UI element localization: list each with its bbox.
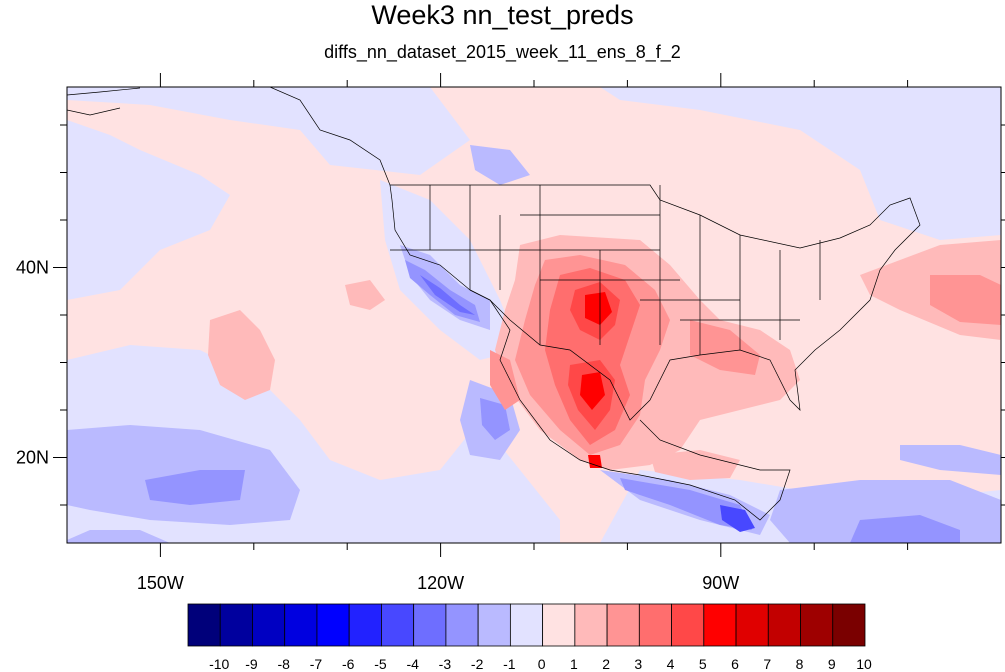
colorbar-label: 2 — [602, 656, 610, 672]
colorbar-label: 1 — [570, 656, 578, 672]
colorbar-label: 9 — [828, 656, 836, 672]
colorbar-swatch — [445, 603, 479, 647]
colorbar-swatch — [284, 603, 318, 647]
map-title: Week3 nn_test_preds — [371, 0, 634, 30]
colorbar-swatch — [703, 603, 737, 647]
colorbar-swatch — [252, 603, 286, 647]
colorbar-label: -3 — [439, 656, 452, 672]
colorbar-label: -7 — [310, 656, 323, 672]
colorbar-label: 8 — [796, 656, 804, 672]
colorbar-swatch — [316, 603, 350, 647]
map-subtitle: diffs_nn_dataset_2015_week_11_ens_8_f_2 — [324, 42, 681, 62]
colorbar-swatch — [509, 603, 544, 647]
colorbar: -10 -9 -8 -7 -6 -5 -4 -3 -2 -1 0 1 2 3 4 5 6 7 8 9 10 — [187, 603, 872, 672]
colorbar-swatch — [800, 603, 834, 647]
colorbar-label: 7 — [763, 656, 771, 672]
colorbar-swatch — [542, 603, 576, 647]
colorbar-swatch — [187, 603, 221, 647]
colorbar-label: 5 — [699, 656, 707, 672]
colorbar-label: 0 — [538, 656, 546, 672]
y-tick-label: 20N — [16, 448, 49, 468]
colorbar-swatch — [348, 603, 382, 647]
colorbar-label: -10 — [209, 656, 229, 672]
colorbar-label: -5 — [374, 656, 387, 672]
colorbar-label: 10 — [856, 656, 872, 672]
colorbar-swatch — [767, 603, 801, 647]
colorbar-swatch — [606, 603, 640, 647]
colorbar-swatch — [413, 603, 447, 647]
colorbar-swatch — [832, 603, 866, 647]
axis-ticks: 150W 120W 90W 20N 40N — [16, 73, 1005, 593]
x-tick-label: 120W — [417, 573, 464, 593]
colorbar-swatch — [219, 603, 253, 647]
colorbar-swatch — [574, 603, 608, 647]
x-tick-label: 150W — [137, 573, 184, 593]
colorbar-label: -2 — [471, 656, 484, 672]
x-tick-label: 90W — [702, 573, 739, 593]
colorbar-label: -4 — [406, 656, 419, 672]
colorbar-swatch — [638, 603, 672, 647]
colorbar-swatch — [735, 603, 769, 647]
colorbar-label: 6 — [731, 656, 739, 672]
colorbar-swatch — [671, 603, 705, 647]
coastlines — [67, 87, 921, 521]
anomaly-field — [67, 87, 1001, 543]
colorbar-label: 4 — [667, 656, 675, 672]
colorbar-label: -9 — [245, 656, 258, 672]
colorbar-swatch — [477, 603, 511, 647]
colorbar-label: -1 — [503, 656, 516, 672]
colorbar-label: -6 — [342, 656, 355, 672]
y-tick-label: 40N — [16, 258, 49, 278]
colorbar-label: 3 — [634, 656, 642, 672]
colorbar-label: -8 — [277, 656, 290, 672]
colorbar-swatch — [381, 603, 415, 647]
